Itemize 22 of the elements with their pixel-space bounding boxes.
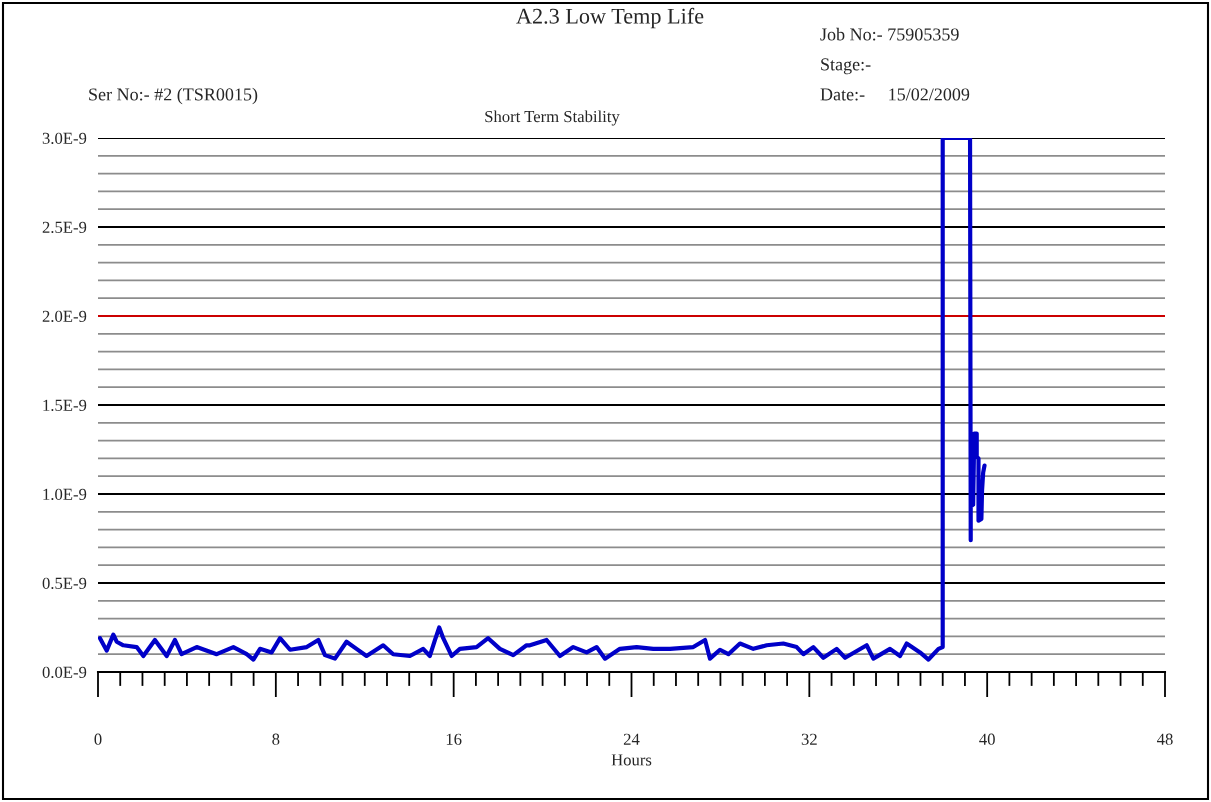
x-tick-label: 16 <box>446 733 462 745</box>
y-tick-label: 2.0E-9 <box>42 310 87 323</box>
y-tick-label: 0.0E-9 <box>42 666 87 679</box>
x-tick-label: 48 <box>1156 733 1173 745</box>
x-tick-label: 8 <box>272 733 280 745</box>
text: Ser No:- #2 (TSR0015) <box>89 87 258 105</box>
y-tick-label: 2.5E-9 <box>42 221 87 234</box>
y-tick-label: 3.0E-9 <box>42 132 87 145</box>
y-tick-label: 1.0E-9 <box>43 488 87 501</box>
y-tick-label: 0.5E-9 <box>42 577 87 590</box>
line-series <box>98 138 987 662</box>
text: Date:- 15/02/2009 <box>820 88 970 101</box>
x-tick-label: 40 <box>979 733 995 745</box>
x-tick-label: 0 <box>94 733 102 745</box>
chart-subtitle: Short Term Stability <box>485 110 620 126</box>
x-tick-label: 32 <box>801 733 817 745</box>
x-axis-title: Hours <box>611 754 652 766</box>
text: Job No:- 75905359 <box>820 27 959 41</box>
x-tick-label: 24 <box>623 733 640 745</box>
text: Stage:- <box>821 58 871 75</box>
chart-title: A2.3 Low Temp Life <box>516 7 704 29</box>
y-tick-label: 1.5E-9 <box>43 399 87 412</box>
